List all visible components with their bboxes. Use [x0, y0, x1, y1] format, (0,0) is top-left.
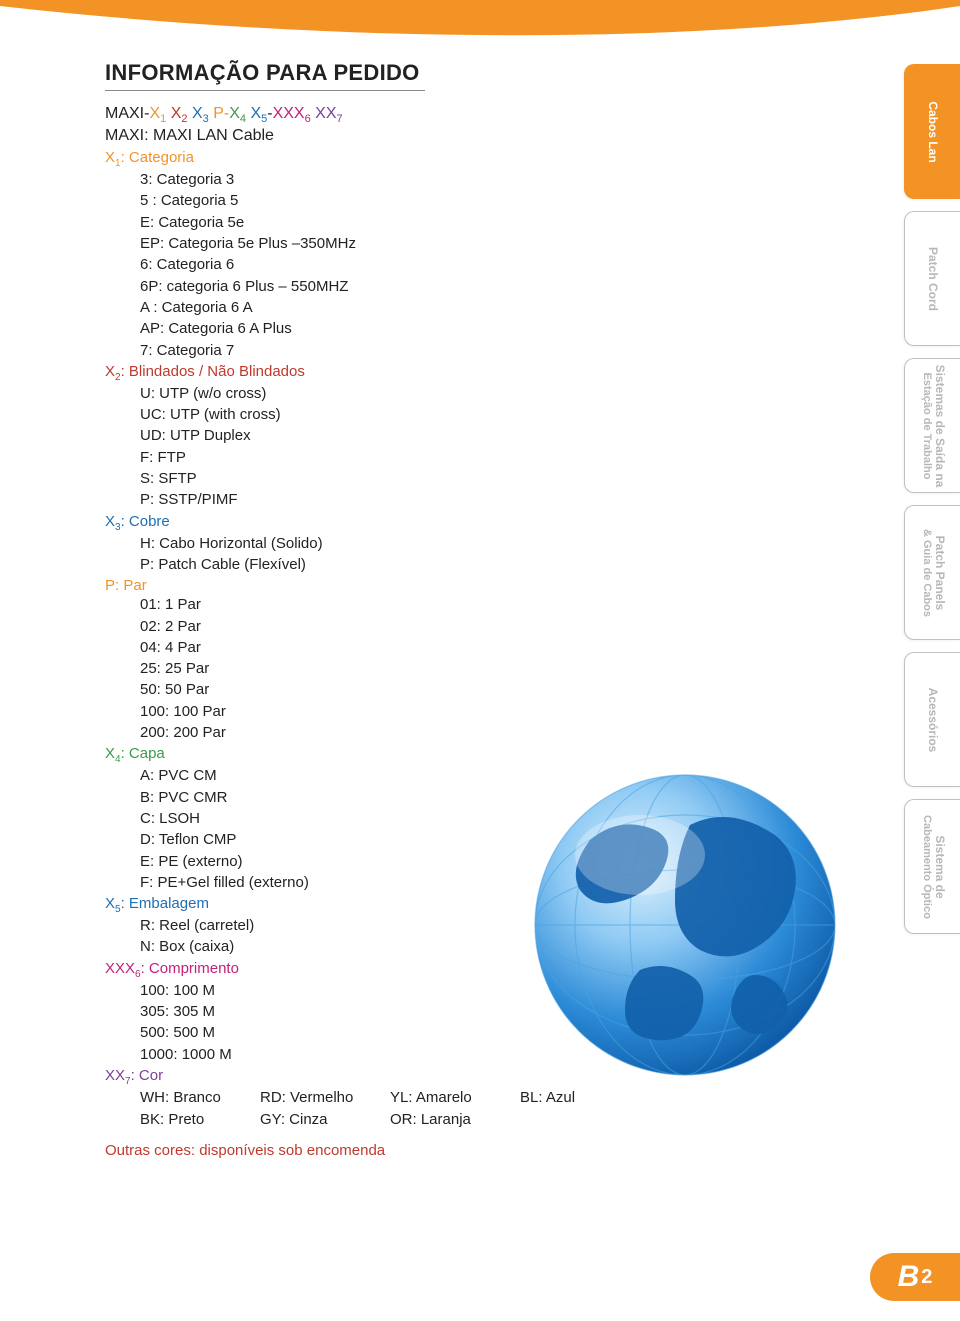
section-items: U: UTP (w/o cross)UC: UTP (with cross)UD…: [140, 383, 745, 511]
section-heading: X3: Cobre: [105, 513, 745, 533]
item-row: 100: 100 M: [140, 980, 745, 1001]
tab-label: Patch Panels& Guia de Cabos: [919, 528, 947, 616]
section-heading: XX7: Cor: [105, 1067, 745, 1087]
side-tab[interactable]: Sistemas de Saída naEstação de Trabalho: [904, 358, 960, 493]
section-items: 01: 1 Par02: 2 Par04: 4 Par25: 25 Par50:…: [140, 594, 745, 743]
item-row: 7: Categoria 7: [140, 340, 745, 361]
formula-part: X1: [149, 105, 166, 122]
content-area: INFORMAÇÃO PARA PEDIDO MAXI-X1 X2 X3 P-X…: [105, 60, 745, 1159]
item-row: C: LSOH: [140, 808, 745, 829]
item-row: UD: UTP Duplex: [140, 425, 745, 446]
side-tab[interactable]: Patch Panels& Guia de Cabos: [904, 505, 960, 640]
formula-part: P-: [209, 105, 229, 122]
color-cell: [520, 1109, 640, 1131]
item-row: F: FTP: [140, 447, 745, 468]
side-tab[interactable]: Cabos Lan: [904, 64, 960, 199]
tab-label: Patch Cord: [925, 246, 939, 310]
color-cell: OR: Laranja: [390, 1109, 520, 1131]
side-tab[interactable]: Sistema deCabeamento Óptico: [904, 799, 960, 934]
item-row: S: SFTP: [140, 468, 745, 489]
item-row: B: PVC CMR: [140, 787, 745, 808]
section-heading: P: Par: [105, 577, 745, 594]
item-row: H: Cabo Horizontal (Solido): [140, 533, 745, 554]
item-row: A : Categoria 6 A: [140, 297, 745, 318]
sections-container: X1: Categoria3: Categoria 35 : Categoria…: [105, 149, 745, 1130]
formula-part: XXX6: [273, 105, 311, 122]
item-row: P: SSTP/PIMF: [140, 489, 745, 510]
item-row: F: PE+Gel filled (externo): [140, 872, 745, 893]
item-row: 1000: 1000 M: [140, 1044, 745, 1065]
item-row: D: Teflon CMP: [140, 829, 745, 850]
color-cell: GY: Cinza: [260, 1109, 390, 1131]
side-tab[interactable]: Acessórios: [904, 652, 960, 787]
section-heading: X4: Capa: [105, 745, 745, 765]
section-items: 100: 100 M305: 305 M500: 500 M1000: 1000…: [140, 980, 745, 1065]
side-tab[interactable]: Patch Cord: [904, 211, 960, 346]
color-grid: WH: BrancoRD: VermelhoYL: AmareloBL: Azu…: [140, 1087, 745, 1131]
item-row: N: Box (caixa): [140, 936, 745, 957]
tab-label: Sistema deCabeamento Óptico: [919, 815, 947, 919]
formula-part: X5: [250, 105, 267, 122]
item-row: 6: Categoria 6: [140, 254, 745, 275]
color-cell: RD: Vermelho: [260, 1087, 390, 1109]
formula-part: -: [267, 105, 272, 122]
item-row: 6P: categoria 6 Plus – 550MHZ: [140, 276, 745, 297]
item-row: 04: 4 Par: [140, 637, 745, 658]
tab-label: Sistemas de Saída naEstação de Trabalho: [919, 364, 947, 487]
page: INFORMAÇÃO PARA PEDIDO MAXI-X1 X2 X3 P-X…: [0, 0, 960, 1321]
item-row: 01: 1 Par: [140, 594, 745, 615]
formula-part: X2: [171, 105, 188, 122]
section-heading: XXX6: Comprimento: [105, 960, 745, 980]
item-row: 100: 100 Par: [140, 701, 745, 722]
top-orange-curve: [0, 0, 960, 40]
item-row: 50: 50 Par: [140, 679, 745, 700]
item-row: U: UTP (w/o cross): [140, 383, 745, 404]
formula-part: X4: [229, 105, 246, 122]
tab-label: Acessórios: [925, 687, 939, 752]
color-cell: WH: Branco: [140, 1087, 260, 1109]
color-cell: BL: Azul: [520, 1087, 640, 1109]
formula-part: XX7: [315, 105, 342, 122]
item-row: R: Reel (carretel): [140, 915, 745, 936]
item-row: 305: 305 M: [140, 1001, 745, 1022]
item-row: EP: Categoria 5e Plus –350MHz: [140, 233, 745, 254]
item-row: E: PE (externo): [140, 851, 745, 872]
item-row: P: Patch Cable (Flexível): [140, 554, 745, 575]
formula-part: X3: [192, 105, 209, 122]
color-cell: BK: Preto: [140, 1109, 260, 1131]
item-row: E: Categoria 5e: [140, 212, 745, 233]
page-num: 2: [921, 1266, 932, 1289]
section-items: H: Cabo Horizontal (Solido)P: Patch Cabl…: [140, 533, 745, 576]
formula-part: MAXI-: [105, 105, 149, 122]
footnote: Outras cores: disponíveis sob encomenda: [105, 1142, 745, 1159]
item-row: A: PVC CM: [140, 765, 745, 786]
section-heading: X1: Categoria: [105, 149, 745, 169]
section-items: R: Reel (carretel)N: Box (caixa): [140, 915, 745, 958]
section-items: 3: Categoria 35 : Categoria 5E: Categori…: [140, 169, 745, 361]
section-items: A: PVC CMB: PVC CMRC: LSOHD: Teflon CMPE…: [140, 765, 745, 893]
section-heading: X5: Embalagem: [105, 895, 745, 915]
item-row: 25: 25 Par: [140, 658, 745, 679]
item-row: 200: 200 Par: [140, 722, 745, 743]
color-cell: YL: Amarelo: [390, 1087, 520, 1109]
order-formula: MAXI-X1 X2 X3 P-X4 X5-XXX6 XX7: [105, 105, 745, 125]
page-letter: B: [898, 1260, 920, 1294]
item-row: 5 : Categoria 5: [140, 190, 745, 211]
page-number-badge: B 2: [870, 1253, 960, 1301]
side-tabs: Cabos Lan Patch Cord Sistemas de Saída naE…: [904, 64, 960, 934]
item-row: 3: Categoria 3: [140, 169, 745, 190]
formula-sub: MAXI: MAXI LAN Cable: [105, 127, 745, 145]
item-row: AP: Categoria 6 A Plus: [140, 318, 745, 339]
tab-label: Cabos Lan: [925, 101, 939, 162]
section-heading: X2: Blindados / Não Blindados: [105, 363, 745, 383]
item-row: 02: 2 Par: [140, 616, 745, 637]
page-title: INFORMAÇÃO PARA PEDIDO: [105, 60, 425, 91]
item-row: UC: UTP (with cross): [140, 404, 745, 425]
item-row: 500: 500 M: [140, 1022, 745, 1043]
